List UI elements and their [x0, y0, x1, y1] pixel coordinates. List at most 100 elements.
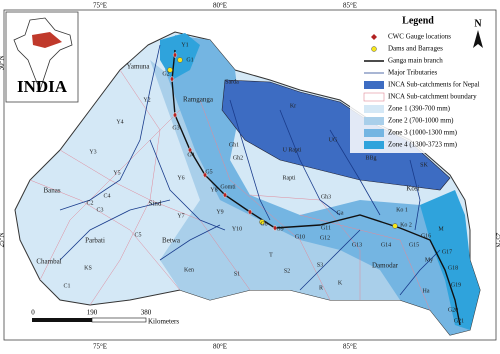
map-label: G17 [442, 249, 452, 255]
map-label: BBg [365, 155, 376, 161]
lon-label: 75°E [93, 2, 107, 10]
map-label: Ken [184, 267, 194, 273]
lat-label: 30°N [0, 56, 6, 71]
map-label: C5 [134, 232, 141, 238]
map-label: Y6 [177, 175, 184, 181]
legend-label: Zone 1 (390-700 mm) [388, 105, 451, 113]
lat-label: 25°N [0, 233, 6, 248]
legend-title: Legend [402, 15, 434, 26]
map-label: R [319, 285, 323, 291]
map-label: G1 [186, 57, 193, 63]
inset-basin [32, 32, 62, 48]
map-label: G14 [381, 242, 391, 248]
map-label: G16 [421, 233, 431, 239]
map-label: Ko 1 [396, 207, 408, 213]
map-label: Y1 [181, 42, 188, 48]
legend-symbol [364, 129, 384, 137]
lon-label: 75°E [93, 343, 107, 351]
lon-label: 80°E [213, 343, 227, 351]
map-label: S1 [234, 271, 240, 277]
map-label: G19 [451, 282, 461, 288]
map-label: SK [420, 162, 428, 168]
legend-label: INCA Sub-catchment boundary [388, 93, 477, 101]
legend-symbol [364, 141, 384, 149]
legend-label: Zone 2 (700-1000 mm) [388, 117, 454, 125]
map-label: My [425, 257, 433, 263]
map-label: T [269, 252, 273, 258]
legend-label: Dams and Barrages [388, 45, 443, 53]
map-label: G13 [352, 242, 362, 248]
zone4-east [420, 190, 480, 330]
nepal-subcatchments [221, 79, 451, 191]
map-label: Sarda [225, 79, 239, 85]
north-arrow [473, 30, 483, 48]
map-label: Damodar [372, 262, 399, 270]
lon-label: 85°E [343, 343, 357, 351]
map-label: G2 [162, 71, 169, 77]
legend-symbol [371, 34, 377, 40]
map-label: G15 [409, 242, 419, 248]
map-label: G4 [187, 152, 194, 158]
gauge-markers [169, 51, 278, 232]
scale-label: 0 [31, 309, 35, 317]
dam-markers [167, 57, 398, 229]
map-label: G20 [448, 307, 458, 313]
map-label: Sind [149, 200, 162, 208]
scale-unit: Kilometers [148, 318, 179, 326]
map-label: G18 [448, 265, 458, 271]
zone3 [165, 35, 470, 335]
map-label: UG [329, 137, 338, 143]
map-label: Banas [43, 187, 60, 195]
map-label: G11 [321, 225, 331, 231]
map-label: Rapti [283, 175, 296, 181]
map-label: C1 [63, 283, 70, 289]
map-label: Ramganga [183, 96, 214, 104]
map-label: Gh3 [321, 194, 331, 200]
map-label: Yamuna [126, 63, 150, 71]
lon-label: 80°E [213, 2, 227, 10]
map-label: U Rapti [283, 147, 302, 153]
map-label: Kr [290, 103, 296, 109]
map-label: Chambal [36, 258, 61, 266]
inset-india [13, 17, 73, 92]
map-label: Ko 2 [400, 222, 412, 228]
map-label: Gh2 [233, 155, 243, 161]
lon-label: 85°E [343, 2, 357, 10]
scale-bar [32, 318, 92, 322]
map-label: G9 [276, 226, 283, 232]
tributaries [59, 44, 441, 296]
map-label: K [338, 280, 343, 286]
legend-label: Zone 4 (1300-3723 mm) [388, 141, 458, 149]
scale-label: 190 [87, 309, 98, 317]
map-label: G21 [454, 318, 464, 324]
map-label: S2 [284, 268, 290, 274]
lat-label: 25°N [494, 233, 500, 248]
map-label: Gh1 [229, 142, 239, 148]
map-label: Gomti [220, 184, 236, 190]
scale-label: 380 [141, 309, 152, 317]
north-label: N [474, 18, 482, 29]
map-label: Kosi [406, 185, 419, 193]
map-label: KS [84, 265, 92, 271]
map-label: M [438, 226, 444, 232]
legend-label: INCA Sub-catchments for Nepal [388, 81, 480, 89]
map-label: C4 [103, 193, 110, 199]
legend-symbol [364, 105, 384, 113]
map-label: Y3 [89, 149, 96, 155]
map-label: S3 [317, 262, 323, 268]
scale-bar [91, 317, 147, 323]
legend-label: Major Tributaries [388, 69, 437, 77]
map-label: Ha [423, 288, 430, 294]
legend-label: CWC Gauge locations [388, 33, 451, 41]
map-label: Parbati [85, 237, 105, 245]
legend-symbol [363, 92, 385, 102]
map-label: C3 [96, 207, 103, 213]
legend-label: Zone 3 (1000-1300 mm) [388, 129, 458, 137]
map-label: C2 [86, 200, 93, 206]
map-label: Y8 [210, 187, 217, 193]
map-label: Y2 [143, 97, 150, 103]
map-frame [3, 9, 497, 341]
legend-symbol [371, 46, 377, 52]
map-label: G10 [295, 234, 305, 240]
